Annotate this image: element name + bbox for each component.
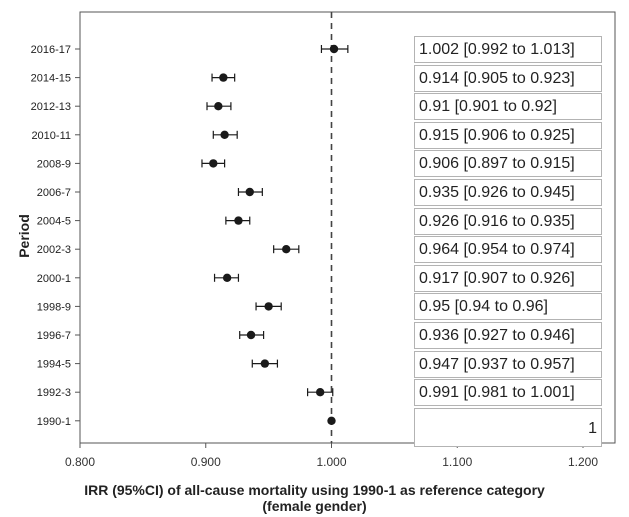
x-tick-label-2: 1.000 (316, 455, 346, 469)
point-11 (260, 359, 270, 368)
data-points (201, 44, 349, 425)
x-axis-label-line-2: (female gender) (262, 498, 367, 514)
y-tick-label-12: 1992-3 (37, 387, 71, 399)
point-12 (315, 388, 325, 397)
annotation-4: 0.906 [0.897 to 0.915] (414, 150, 602, 177)
annotation-5: 0.935 [0.926 to 0.945] (414, 179, 602, 206)
y-tick-label-9: 1998-9 (37, 301, 71, 313)
annotation-10: 0.936 [0.927 to 0.946] (414, 322, 602, 349)
annotation-11: 0.947 [0.937 to 0.957] (414, 351, 602, 378)
annotation-3: 0.915 [0.906 to 0.925] (414, 122, 602, 149)
point-7 (282, 245, 291, 254)
point-0 (329, 44, 339, 54)
y-tick-label-3: 2010-11 (31, 130, 71, 142)
y-tick-label-11: 1994-5 (37, 359, 71, 371)
x-tick-label-0: 0.800 (65, 455, 95, 469)
y-tick-label-7: 2002-3 (37, 244, 71, 256)
point-1 (219, 73, 228, 82)
y-tick-label-1: 2014-15 (31, 73, 71, 85)
y-tick-label-4: 2008-9 (37, 158, 71, 170)
point-10 (246, 330, 256, 340)
annotation-6: 0.926 [0.916 to 0.935] (414, 208, 602, 235)
x-tick-label-3: 1.100 (442, 455, 472, 469)
y-tick-label-8: 2000-1 (37, 273, 71, 285)
y-tick-label-0: 2016-17 (31, 44, 71, 56)
point-6 (234, 216, 243, 225)
y-tick-label-5: 2006-7 (37, 187, 71, 199)
point-3 (220, 130, 229, 139)
y-tick-label-10: 1996-7 (37, 330, 71, 342)
point-2 (214, 102, 223, 111)
point-9 (264, 302, 273, 311)
y-axis: 2016-17 2014-15 2012-13 2010-11 2008-9 2006-7… (31, 44, 80, 428)
plot-frame (79, 11, 616, 444)
annotation-7: 0.964 [0.954 to 0.974] (414, 236, 602, 263)
y-axis-label: Period (16, 214, 32, 258)
x-axis-label-line-1: IRR (95%CI) of all-cause mortality using… (84, 482, 545, 498)
x-tick-label-1: 0.900 (191, 455, 221, 469)
annotation-0: 1.002 [0.992 to 1.013] (414, 36, 602, 63)
point-5 (245, 187, 254, 197)
annotation-1: 0.914 [0.905 to 0.923] (414, 65, 602, 92)
point-8 (222, 273, 232, 282)
y-tick-label-6: 2004-5 (37, 216, 71, 228)
annotation-9: 0.95 [0.94 to 0.96] (414, 293, 602, 320)
y-tick-label-2: 2012-13 (31, 101, 71, 113)
y-tick-label-13: 1990-1 (37, 416, 71, 428)
annotation-12: 0.991 [0.981 to 1.001] (414, 379, 602, 406)
annotation-13: 1 (414, 408, 602, 447)
annotation-2: 0.91 [0.901 to 0.92] (414, 93, 602, 120)
annotation-8: 0.917 [0.907 to 0.926] (414, 265, 602, 292)
point-4 (209, 159, 218, 168)
x-tick-label-4: 1.200 (568, 455, 598, 469)
point-13 (327, 416, 336, 425)
